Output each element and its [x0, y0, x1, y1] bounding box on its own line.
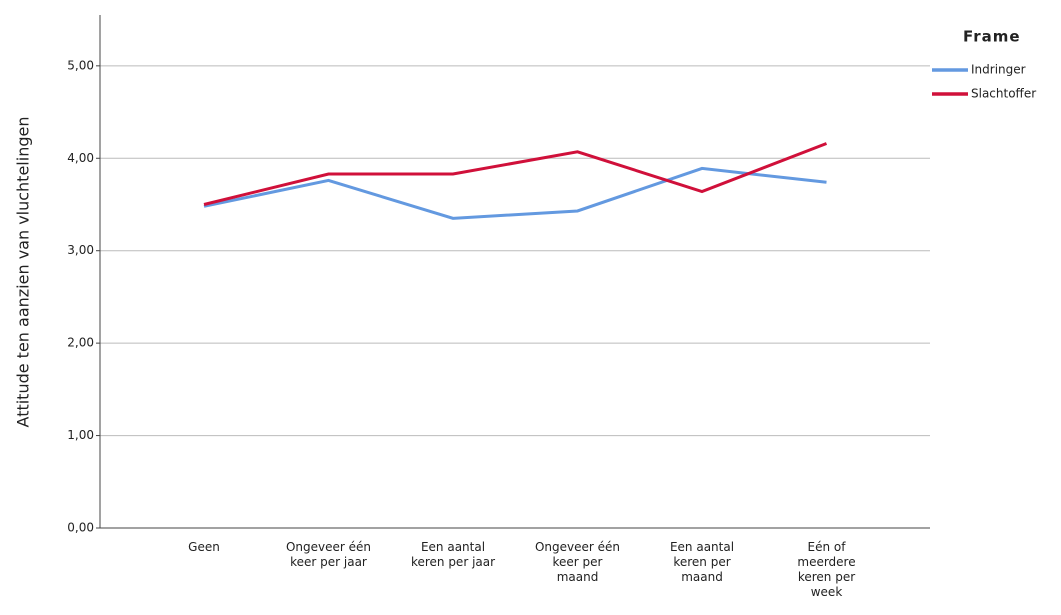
legend-label: Indringer	[971, 63, 1026, 77]
x-tick-label: Geen	[188, 540, 220, 554]
x-tick-label: Een aantal keren per maand	[669, 540, 735, 584]
y-axis-label: Attitude ten aanzien van vluchtelingen	[14, 117, 33, 428]
y-tick-label: 0,00	[67, 521, 94, 535]
y-tick-label: 1,00	[67, 428, 94, 442]
x-tick-label: Ongeveer één keer per jaar	[285, 540, 372, 569]
y-tick-label: 3,00	[67, 243, 94, 257]
x-tick-label: Een aantal keren per jaar	[410, 540, 496, 569]
series-line	[203, 142, 828, 206]
x-tick-label: Ongeveer één keer per maand	[534, 540, 621, 584]
y-tick-label: 4,00	[67, 151, 94, 165]
y-tick-label: 5,00	[67, 58, 94, 72]
y-tick-label: 2,00	[67, 336, 94, 350]
legend-title: Frame	[963, 28, 1021, 46]
legend-label: Slachtoffer	[971, 87, 1036, 101]
series-line	[203, 166, 827, 220]
x-tick-label: Eén of meerdere keren per week	[797, 540, 856, 599]
